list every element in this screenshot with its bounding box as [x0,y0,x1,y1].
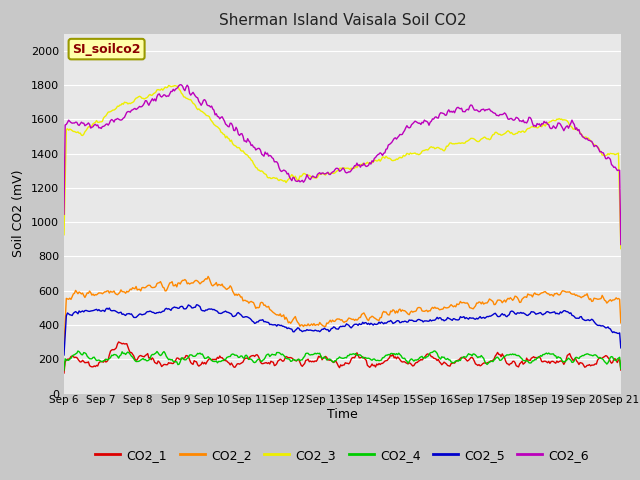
CO2_4 [617,366,625,372]
CO2_2 [60,343,68,349]
CO2_1 [399,359,407,365]
CO2_5 [617,345,625,351]
CO2_6 [567,120,575,126]
CO2_1 [60,370,68,376]
CO2_3 [296,173,304,179]
CO2_3 [60,232,68,238]
CO2_2 [296,324,304,329]
CO2_5 [193,302,200,308]
CO2_3 [470,136,478,142]
CO2_2 [567,290,575,296]
CO2_6 [60,211,68,217]
CO2_5 [296,327,304,333]
CO2_6 [373,153,381,159]
CO2_6 [617,241,625,247]
CO2_4 [567,357,575,363]
CO2_5 [60,352,68,358]
CO2_3 [617,246,625,252]
CO2_4 [399,355,406,360]
CO2_4 [295,356,303,362]
CO2_3 [567,123,575,129]
CO2_1 [296,360,304,365]
CO2_2 [204,274,212,279]
CO2_1 [373,361,381,367]
CO2_1 [234,361,242,367]
CO2_3 [164,83,172,88]
CO2_3 [373,158,381,164]
CO2_1 [115,339,122,345]
CO2_3 [234,144,242,150]
CO2_1 [567,354,575,360]
CO2_2 [470,304,478,310]
CO2_2 [399,308,407,313]
Y-axis label: Soil CO2 (mV): Soil CO2 (mV) [12,170,26,257]
CO2_1 [617,367,625,373]
CO2_6 [399,129,407,135]
Line: CO2_2: CO2_2 [64,276,621,346]
Line: CO2_1: CO2_1 [64,342,621,373]
X-axis label: Time: Time [327,408,358,421]
Line: CO2_5: CO2_5 [64,305,621,355]
CO2_5 [567,310,575,316]
Text: SI_soilco2: SI_soilco2 [72,43,141,56]
CO2_4 [60,367,68,373]
CO2_2 [373,317,381,323]
CO2_2 [617,320,625,326]
Legend: CO2_1, CO2_2, CO2_3, CO2_4, CO2_5, CO2_6: CO2_1, CO2_2, CO2_3, CO2_4, CO2_5, CO2_6 [90,444,595,467]
CO2_5 [399,319,407,324]
CO2_4 [431,348,438,354]
CO2_5 [470,316,478,322]
Line: CO2_4: CO2_4 [64,351,621,370]
CO2_3 [399,153,407,158]
Line: CO2_6: CO2_6 [64,84,621,244]
CO2_5 [234,310,242,315]
CO2_2 [234,291,242,297]
CO2_6 [470,107,478,113]
CO2_4 [234,353,241,359]
CO2_4 [470,351,478,357]
CO2_6 [234,132,242,137]
CO2_6 [177,82,184,87]
Title: Sherman Island Vaisala Soil CO2: Sherman Island Vaisala Soil CO2 [219,13,466,28]
CO2_6 [296,179,304,185]
CO2_1 [470,358,478,364]
CO2_4 [372,357,380,363]
Line: CO2_3: CO2_3 [64,85,621,249]
CO2_5 [373,322,381,327]
